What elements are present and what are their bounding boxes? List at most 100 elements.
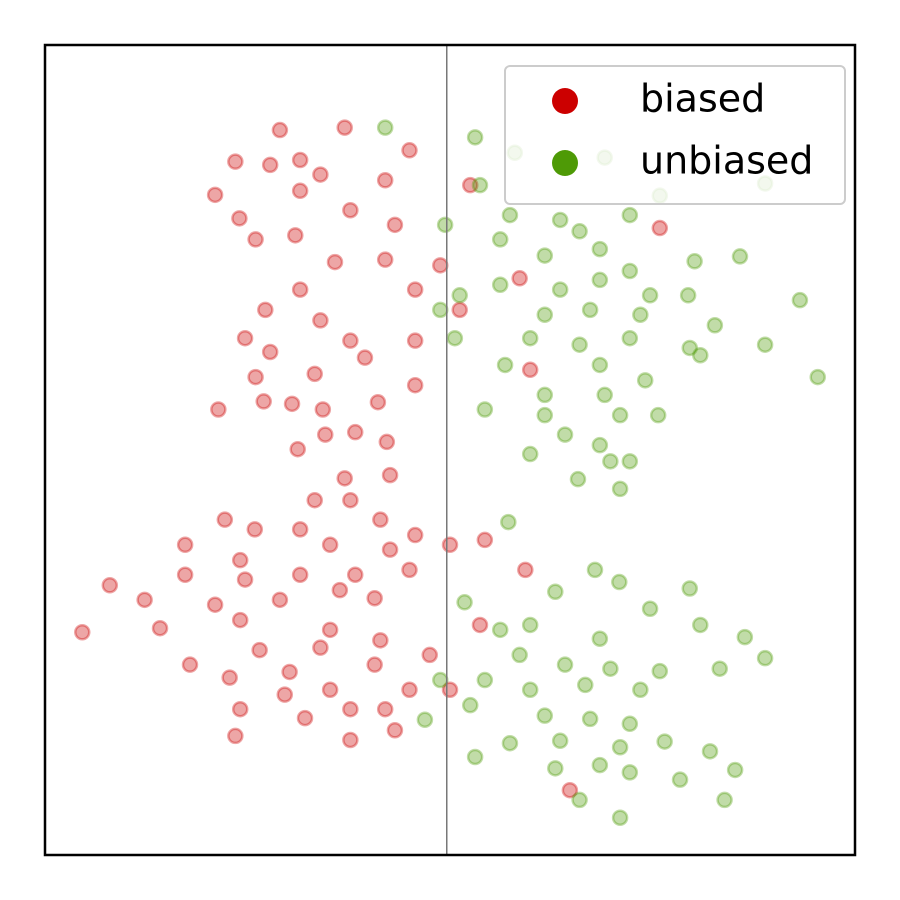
point xyxy=(356,349,374,366)
point xyxy=(651,662,669,680)
point xyxy=(366,589,383,607)
point xyxy=(231,700,249,718)
point xyxy=(378,433,396,451)
point xyxy=(521,361,539,379)
point xyxy=(636,372,654,389)
point xyxy=(432,671,449,689)
point xyxy=(342,201,359,219)
point xyxy=(401,681,418,699)
point xyxy=(206,596,224,613)
point xyxy=(681,339,699,357)
point xyxy=(571,223,588,240)
point xyxy=(679,287,697,304)
point xyxy=(551,281,569,298)
point xyxy=(476,671,494,689)
point xyxy=(471,616,489,634)
point xyxy=(342,332,359,349)
point xyxy=(491,276,509,294)
point xyxy=(471,176,489,194)
point xyxy=(621,262,639,280)
point xyxy=(621,764,639,781)
point xyxy=(376,251,394,268)
point xyxy=(386,216,404,234)
point xyxy=(336,119,353,136)
point xyxy=(632,681,649,699)
point xyxy=(346,566,364,583)
point xyxy=(591,271,609,289)
point xyxy=(291,566,309,583)
point xyxy=(312,166,329,183)
point xyxy=(621,453,639,470)
point xyxy=(246,521,264,538)
point xyxy=(556,426,574,443)
legend: biased unbiased xyxy=(504,65,846,205)
point xyxy=(406,526,424,544)
point xyxy=(291,521,309,538)
point xyxy=(276,686,294,703)
point xyxy=(649,406,667,424)
point xyxy=(289,440,306,458)
point xyxy=(321,621,339,639)
point xyxy=(701,743,719,760)
point xyxy=(521,616,539,634)
point xyxy=(312,312,329,329)
point xyxy=(432,257,449,274)
point xyxy=(611,739,629,756)
point xyxy=(314,401,332,418)
point xyxy=(386,722,404,739)
point xyxy=(251,641,268,659)
point xyxy=(556,656,574,673)
point xyxy=(511,270,528,287)
point xyxy=(342,700,359,718)
legend-marker xyxy=(552,150,578,176)
point xyxy=(711,660,728,677)
point xyxy=(591,436,609,454)
point xyxy=(283,395,301,413)
point xyxy=(611,406,629,424)
point xyxy=(346,423,364,441)
point xyxy=(206,186,224,204)
point xyxy=(401,561,418,579)
point xyxy=(466,748,484,766)
point xyxy=(372,511,389,528)
point xyxy=(692,346,709,364)
point xyxy=(491,231,509,248)
point xyxy=(547,583,564,600)
point xyxy=(151,619,169,637)
point xyxy=(261,156,279,174)
point xyxy=(231,611,249,629)
point xyxy=(74,624,91,641)
point xyxy=(726,761,744,779)
point xyxy=(581,710,599,728)
point xyxy=(536,386,554,404)
point xyxy=(296,709,314,727)
point xyxy=(586,561,604,579)
point xyxy=(517,561,534,579)
point xyxy=(536,247,554,264)
point xyxy=(809,368,826,386)
point xyxy=(231,210,248,227)
plot-frame xyxy=(43,43,857,857)
point xyxy=(501,206,519,224)
point xyxy=(500,513,517,531)
point xyxy=(421,646,438,664)
point xyxy=(791,291,809,309)
point xyxy=(686,253,703,270)
point xyxy=(551,732,569,750)
legend-marker xyxy=(552,88,578,114)
point xyxy=(596,386,613,404)
point xyxy=(326,253,344,271)
point xyxy=(376,172,394,189)
point xyxy=(521,445,539,463)
point xyxy=(681,580,699,597)
point xyxy=(446,329,464,347)
point xyxy=(287,227,304,244)
point xyxy=(432,301,449,319)
point xyxy=(511,646,528,664)
point xyxy=(136,591,153,609)
point xyxy=(441,536,459,554)
point xyxy=(236,571,254,588)
point xyxy=(381,541,399,558)
point xyxy=(602,453,619,470)
point xyxy=(369,393,387,411)
